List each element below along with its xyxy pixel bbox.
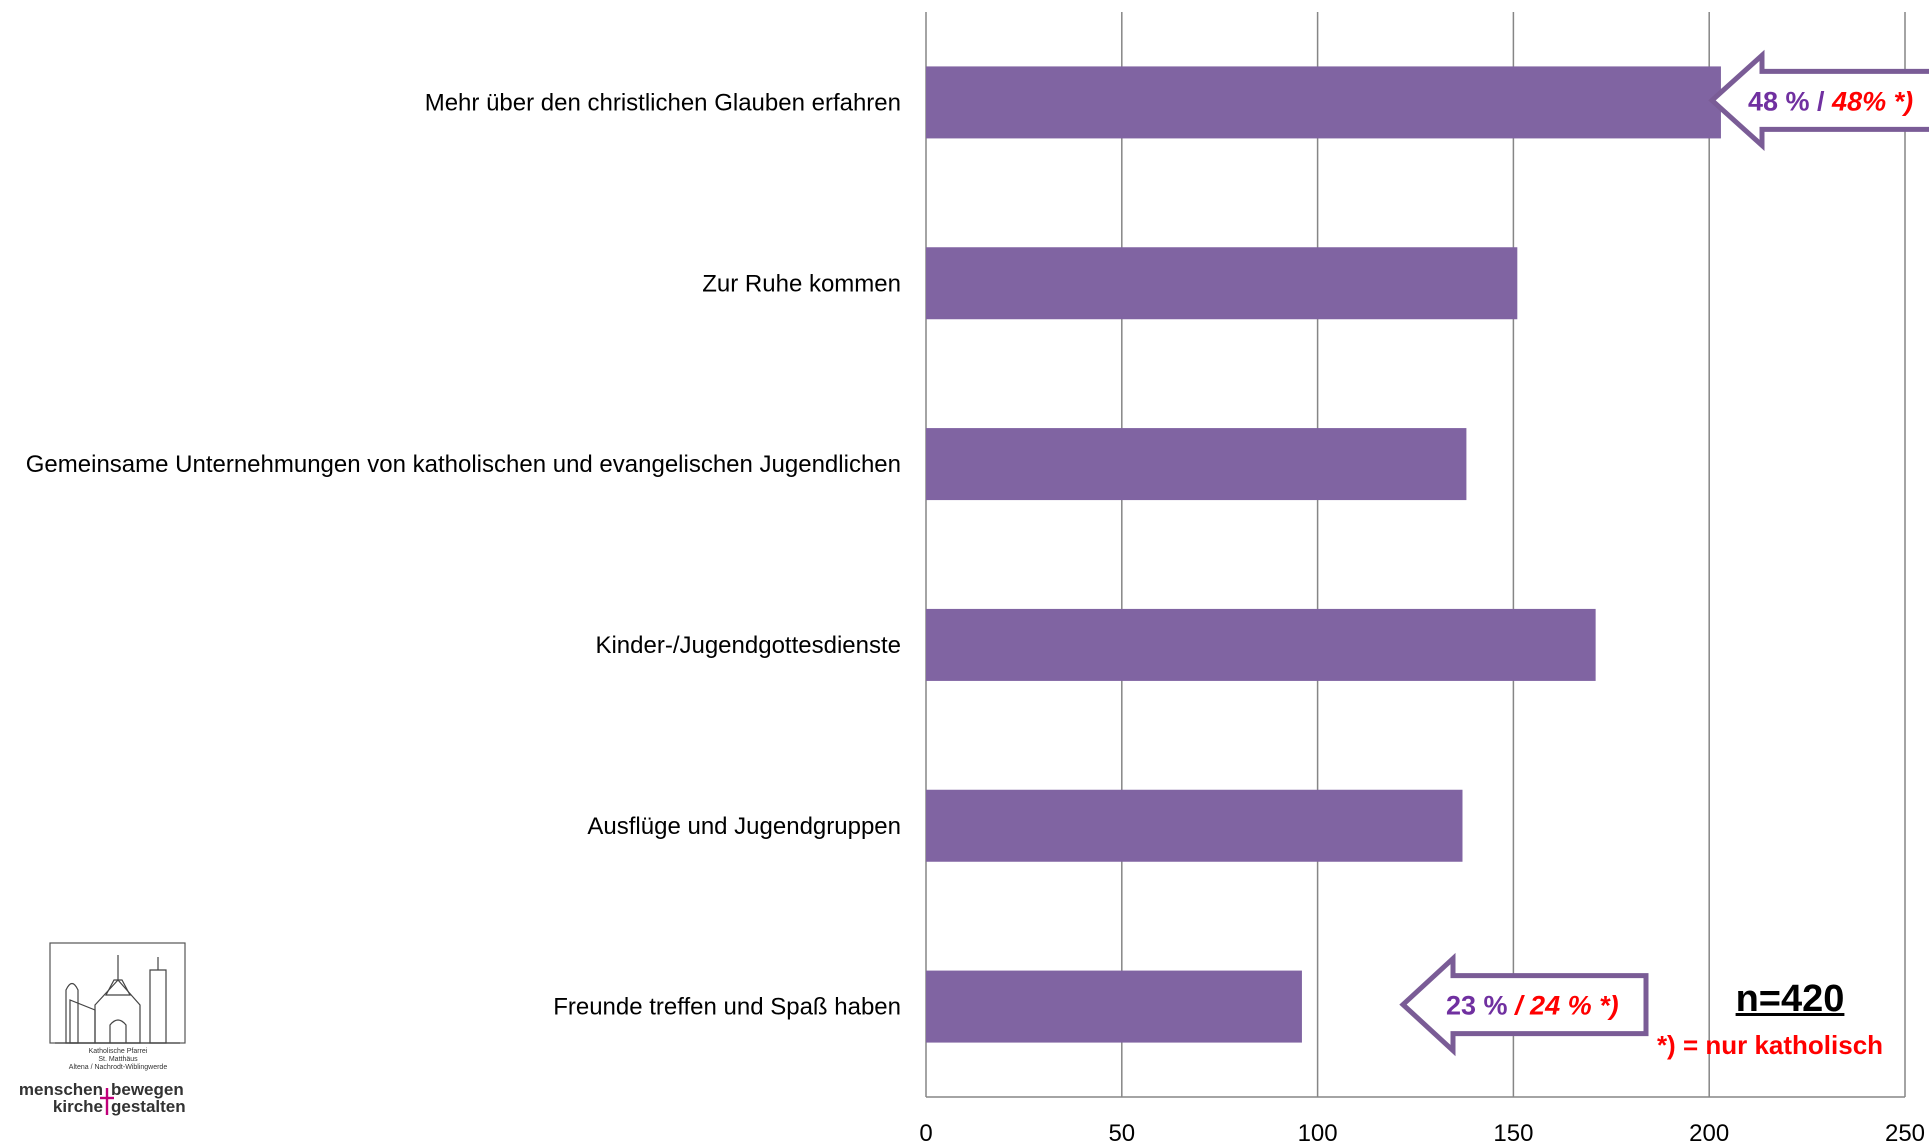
category-label: Ausflüge und Jugendgruppen: [587, 813, 901, 840]
church-drawing-icon: [55, 955, 180, 1044]
annotation-catholic-text: / 24 % *): [1514, 991, 1619, 1021]
logo-slogan-right-bottom: gestalten: [111, 1097, 186, 1116]
logo-cross-icon: [100, 1088, 114, 1115]
x-tick-label: 50: [1108, 1120, 1135, 1143]
logo-line2: St. Matthäus: [98, 1056, 138, 1063]
bar: [926, 247, 1518, 320]
category-label: Kinder-/Jugendgottesdienste: [595, 632, 901, 659]
category-label: Mehr über den christlichen Glauben erfah…: [425, 89, 901, 116]
bar: [926, 608, 1596, 681]
bar: [926, 428, 1467, 501]
bar: [926, 970, 1302, 1043]
annotation-main-text: 48 % /: [1748, 86, 1832, 116]
sample-size-label: n=420: [1735, 978, 1845, 1020]
annotation-text-top: 48 % / 48% *): [1748, 86, 1913, 116]
logo-slogan-left-top: menschen: [19, 1080, 103, 1099]
x-tick-label: 250: [1885, 1120, 1925, 1143]
x-tick-label: 150: [1493, 1120, 1533, 1143]
bar: [926, 66, 1721, 139]
logo-line3: Altena / Nachrodt-Wiblingwerde: [69, 1064, 168, 1071]
x-tick-label: 200: [1689, 1120, 1729, 1143]
annotation-text-bottom: 23 % / 24 % *): [1446, 991, 1619, 1021]
parish-logo: Katholische Pfarrei St. Matthäus Altena …: [19, 942, 186, 1116]
bar: [926, 789, 1463, 862]
annotation-arrow-bottom: [1399, 952, 1649, 1057]
annotation-main-text: 23 %: [1446, 991, 1515, 1021]
annotation-arrow-top: [1708, 49, 1929, 152]
logo-line1: Katholische Pfarrei: [89, 1048, 148, 1055]
category-label: Zur Ruhe kommen: [702, 270, 901, 297]
x-tick-label: 0: [919, 1120, 932, 1143]
logo-slogan-left-bottom: kirche: [53, 1097, 103, 1116]
x-tick-label: 100: [1298, 1120, 1338, 1143]
logo-slogan-right-top: bewegen: [111, 1080, 184, 1099]
annotation-catholic-text: 48% *): [1831, 86, 1913, 116]
category-label: Gemeinsame Unternehmungen von katholisch…: [26, 451, 901, 478]
category-label: Freunde treffen und Spaß haben: [553, 994, 901, 1021]
footnote-label: *) = nur katholisch: [1656, 1030, 1884, 1060]
